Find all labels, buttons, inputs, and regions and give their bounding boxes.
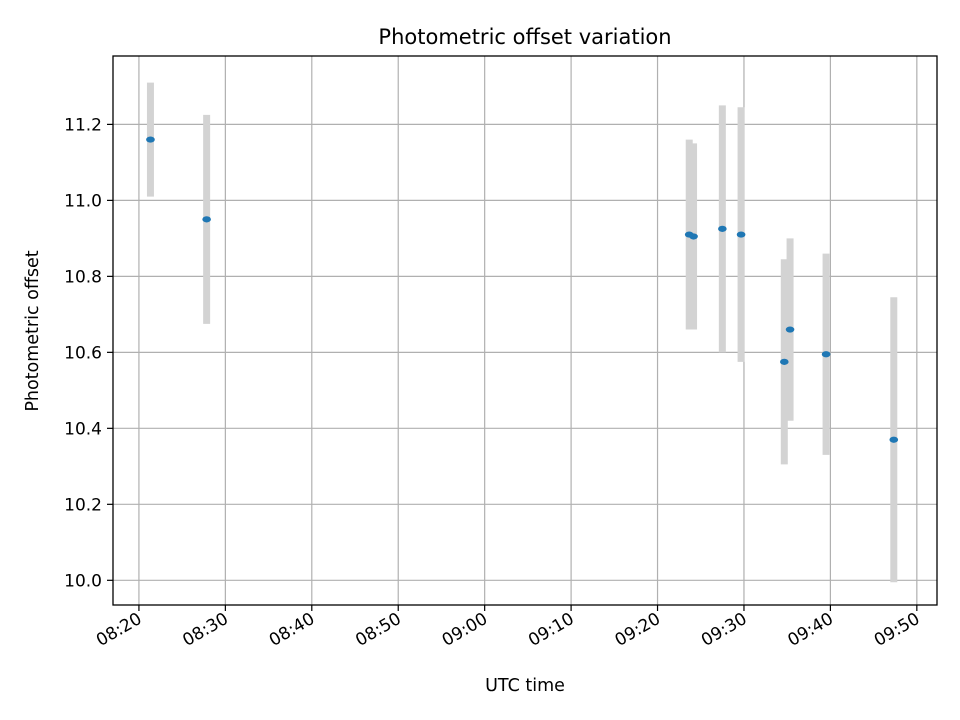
data-point xyxy=(821,351,831,358)
data-point xyxy=(780,358,789,365)
data-point xyxy=(689,233,698,240)
data-point xyxy=(146,136,155,143)
y-axis: 10.0 10.2 10.4 10.6 10.8 11.0 11.2 xyxy=(64,115,113,591)
y-tick-label: 10.0 xyxy=(64,571,102,591)
data-point xyxy=(889,436,899,443)
y-tick-label: 10.4 xyxy=(64,419,102,439)
data-point xyxy=(202,216,211,223)
chart-title: Photometric offset variation xyxy=(378,25,671,49)
y-tick-label: 10.8 xyxy=(64,267,102,287)
y-tick-label: 11.2 xyxy=(64,115,102,135)
data-point xyxy=(736,231,746,238)
plot-frame xyxy=(112,55,938,606)
x-axis-label: UTC time xyxy=(485,676,565,696)
data-points xyxy=(146,136,899,443)
y-tick-label: 10.6 xyxy=(64,343,102,363)
data-point xyxy=(718,225,727,232)
y-tick-label: 10.2 xyxy=(64,495,102,515)
data-point xyxy=(785,326,795,333)
y-tick-label: 11.0 xyxy=(64,191,102,211)
y-axis-label: Photometric offset xyxy=(23,250,43,411)
